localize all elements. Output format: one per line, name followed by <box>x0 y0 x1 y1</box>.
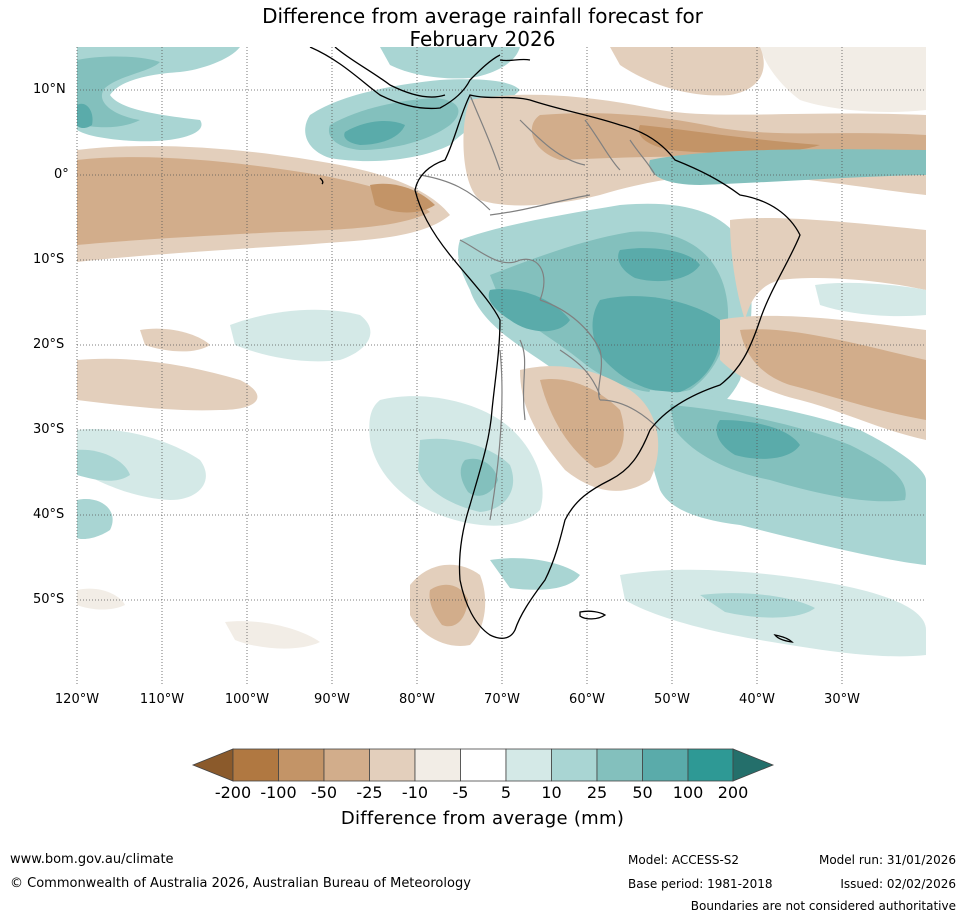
colorbar-tick: -10 <box>401 783 429 802</box>
lat-label: 40°S <box>33 507 65 522</box>
dry-zone-south-pacific <box>77 358 258 411</box>
lon-label: 30°W <box>824 692 860 707</box>
dry-zone-south-atlantic-core <box>740 329 926 420</box>
colorbar-tick: 25 <box>586 783 608 802</box>
colorbar-tick: 100 <box>672 783 704 802</box>
wet-zone-far-south-pacific <box>77 429 206 500</box>
colorbar-swatch <box>323 748 370 782</box>
colorbar-swatch <box>460 748 507 782</box>
colorbar-tick: 5 <box>500 783 512 802</box>
lat-label: 10°N <box>33 82 66 97</box>
dry-zone-equatorial-pacific-core <box>77 157 430 245</box>
dry-zone-argentina-core <box>540 379 624 468</box>
colorbar-tick: 10 <box>541 783 562 802</box>
lat-label: 10°S <box>33 252 65 267</box>
caribbean-islands <box>499 58 531 62</box>
footer-issued: Issued: 02/02/2026 <box>840 877 956 891</box>
lon-label: 40°W <box>739 692 775 707</box>
dry-zone-east-atlantic-north-2 <box>610 47 764 96</box>
wet-zone-caribbean <box>380 47 520 79</box>
colorbar-tick: -100 <box>260 783 297 802</box>
south-america-coast <box>414 94 801 639</box>
lat-label: 50°S <box>33 592 65 607</box>
lon-label: 90°W <box>314 692 350 707</box>
colorbar-swatch <box>369 748 416 782</box>
wet-zone-brazil-core <box>592 296 721 393</box>
dry-zone-guianas-core <box>638 125 820 154</box>
wet-zone-amazon-mouth <box>649 149 926 185</box>
south-georgia <box>773 634 794 643</box>
footer-url[interactable]: www.bom.gov.au/climate <box>10 852 174 867</box>
central-america-coast <box>309 47 501 110</box>
wet-zone-south-atlantic-south-core <box>700 593 815 618</box>
dry-zone-patagonia-core <box>429 584 468 627</box>
lon-label: 100°W <box>224 692 270 707</box>
lon-label: 50°W <box>654 692 690 707</box>
wet-zone-far-south-pacific-core <box>77 449 130 481</box>
coastline <box>309 47 801 643</box>
footer-model: Model: ACCESS-S2 <box>628 853 740 867</box>
colorbar <box>191 748 775 782</box>
colorbar-swatch <box>414 748 461 782</box>
footer-copyright: © Commonwealth of Australia 2026, Austra… <box>10 876 471 891</box>
colorbar-tick: -50 <box>310 783 338 802</box>
footer-model-run: Model run: 31/01/2026 <box>818 853 956 867</box>
falkland-islands <box>579 610 607 620</box>
wet-zone-far-west <box>77 103 93 129</box>
colorbar-extend-low <box>191 748 234 782</box>
dry-zone-east-atlantic-north <box>760 47 926 112</box>
dry-zone-south-pacific-2 <box>140 328 210 352</box>
lat-label: 0° <box>54 167 69 182</box>
wet-zone-chile-core <box>460 458 498 496</box>
lat-label: 30°S <box>33 422 65 437</box>
colorbar-tick: 50 <box>632 783 653 802</box>
lon-label: 120°W <box>54 692 100 707</box>
colorbar-swatch <box>278 748 325 782</box>
colorbar-tick: -200 <box>214 783 252 802</box>
colorbar-swatch <box>642 748 689 782</box>
footer-disclaimer: Boundaries are not considered authoritat… <box>690 899 956 913</box>
colorbar-tick: 200 <box>717 783 749 802</box>
wet-zone-central-america-peak <box>344 120 405 145</box>
dry-zone-pacific-coast <box>370 183 435 213</box>
dry-zone-far-south-2 <box>225 621 320 649</box>
lon-label: 70°W <box>484 692 520 707</box>
dry-zone-far-south <box>77 588 125 610</box>
colorbar-label: Difference from average (mm) <box>340 808 625 829</box>
wet-zone-bolivia <box>488 289 570 332</box>
colorbar-swatch <box>505 748 552 782</box>
wet-zone-south-pacific-west-2 <box>77 499 113 540</box>
lon-label: 60°W <box>569 692 605 707</box>
footer-base-period: Base period: 1981-2018 <box>628 877 773 891</box>
colorbar-extend-high <box>732 748 775 782</box>
map-title-line1: Difference from average rainfall forecas… <box>262 4 703 28</box>
colorbar-tick: -25 <box>356 783 383 802</box>
lon-label: 80°W <box>399 692 435 707</box>
wet-zone-south-pacific <box>230 309 371 362</box>
wet-zone-patagonia-east <box>490 558 580 590</box>
wet-zone-amazon-west <box>618 248 700 282</box>
galapagos <box>319 177 324 185</box>
wet-zone-north-pacific-west-core <box>77 56 160 128</box>
lat-label: 20°S <box>33 337 65 352</box>
colorbar-swatch <box>596 748 643 782</box>
colorbar-tick: -5 <box>452 783 469 802</box>
graticule <box>76 47 926 685</box>
dry-zone-east-brazil <box>730 218 926 320</box>
colorbar-swatch <box>551 748 598 782</box>
colorbar-swatch <box>687 748 734 782</box>
rainfall-anomaly-layer <box>77 47 926 685</box>
lon-label: 110°W <box>139 692 185 707</box>
colorbar-swatch <box>232 748 279 782</box>
wet-zone-atlantic-far <box>815 282 926 317</box>
map-title-line2: February 2026 <box>409 27 556 51</box>
